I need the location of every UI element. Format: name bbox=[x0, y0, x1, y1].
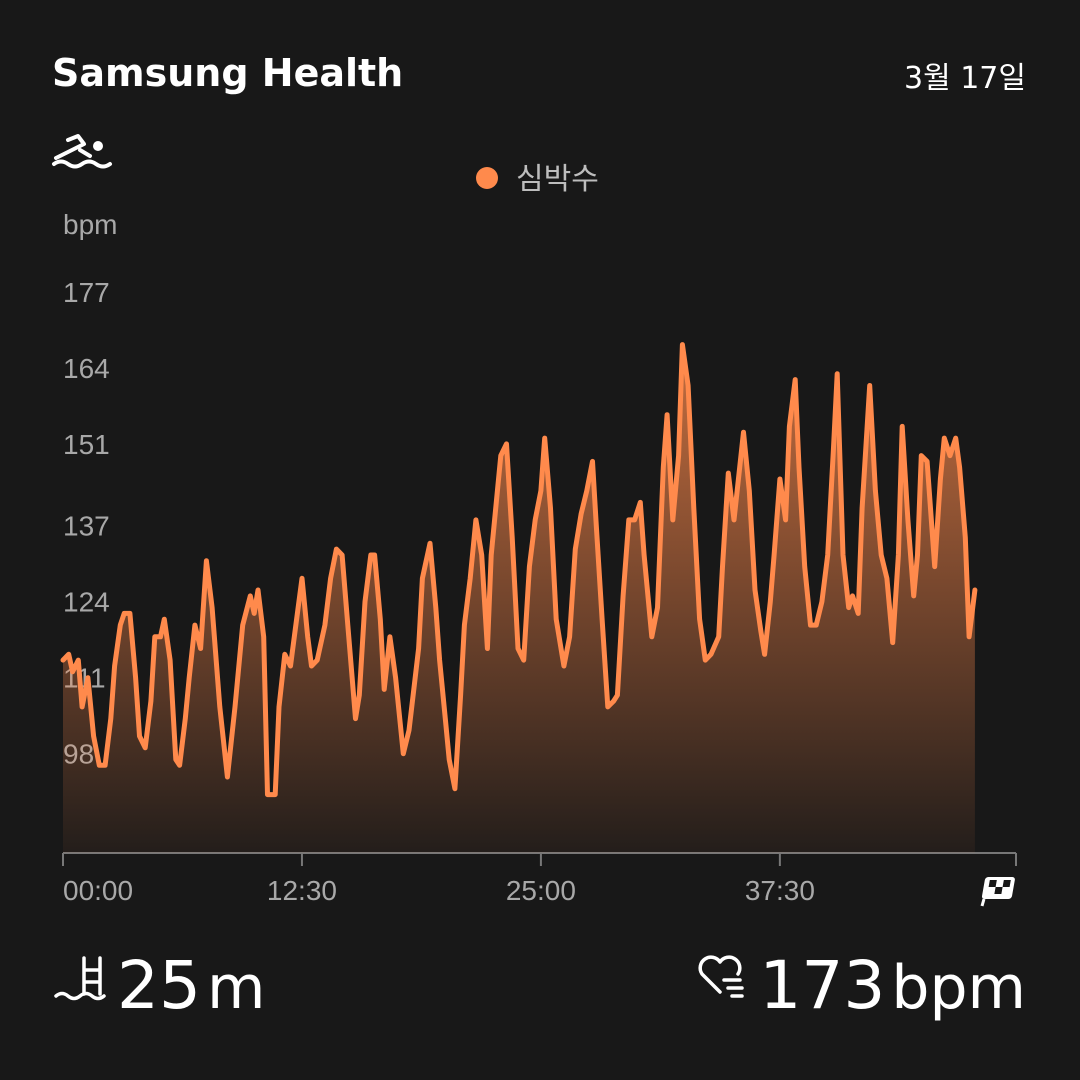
pool-length: 25 m bbox=[117, 947, 265, 1024]
y-axis-label: bpm bbox=[63, 209, 117, 240]
legend-swatch bbox=[476, 167, 498, 189]
max-heart-rate-unit: bpm bbox=[891, 953, 1026, 1023]
x-tick-label: 00:00 bbox=[63, 875, 133, 906]
heart-icon bbox=[698, 955, 744, 998]
legend-label: 심박수 bbox=[516, 162, 599, 197]
pool-icon bbox=[54, 956, 106, 1001]
y-tick-label: 137 bbox=[63, 511, 110, 542]
max-heart-rate: 173 bpm bbox=[759, 947, 1026, 1024]
x-tick-label: 37:30 bbox=[745, 875, 815, 906]
pool-length-unit: m bbox=[207, 953, 265, 1023]
pool-length-value: 25 bbox=[117, 947, 201, 1024]
y-tick-label: 151 bbox=[63, 429, 110, 460]
y-tick-label: 164 bbox=[63, 353, 110, 384]
heart-rate-line bbox=[60, 342, 978, 798]
date: 3월 17일 bbox=[904, 61, 1026, 96]
finish-flag-icon bbox=[980, 877, 1015, 907]
max-heart-rate-value: 173 bbox=[759, 947, 885, 1024]
x-tick-label: 12:30 bbox=[267, 875, 337, 906]
app-title: Samsung Health bbox=[52, 51, 403, 95]
x-tick-label: 25:00 bbox=[506, 875, 576, 906]
y-tick-label: 177 bbox=[63, 277, 110, 308]
y-tick-label: 124 bbox=[63, 587, 110, 618]
swim-icon bbox=[52, 134, 112, 169]
